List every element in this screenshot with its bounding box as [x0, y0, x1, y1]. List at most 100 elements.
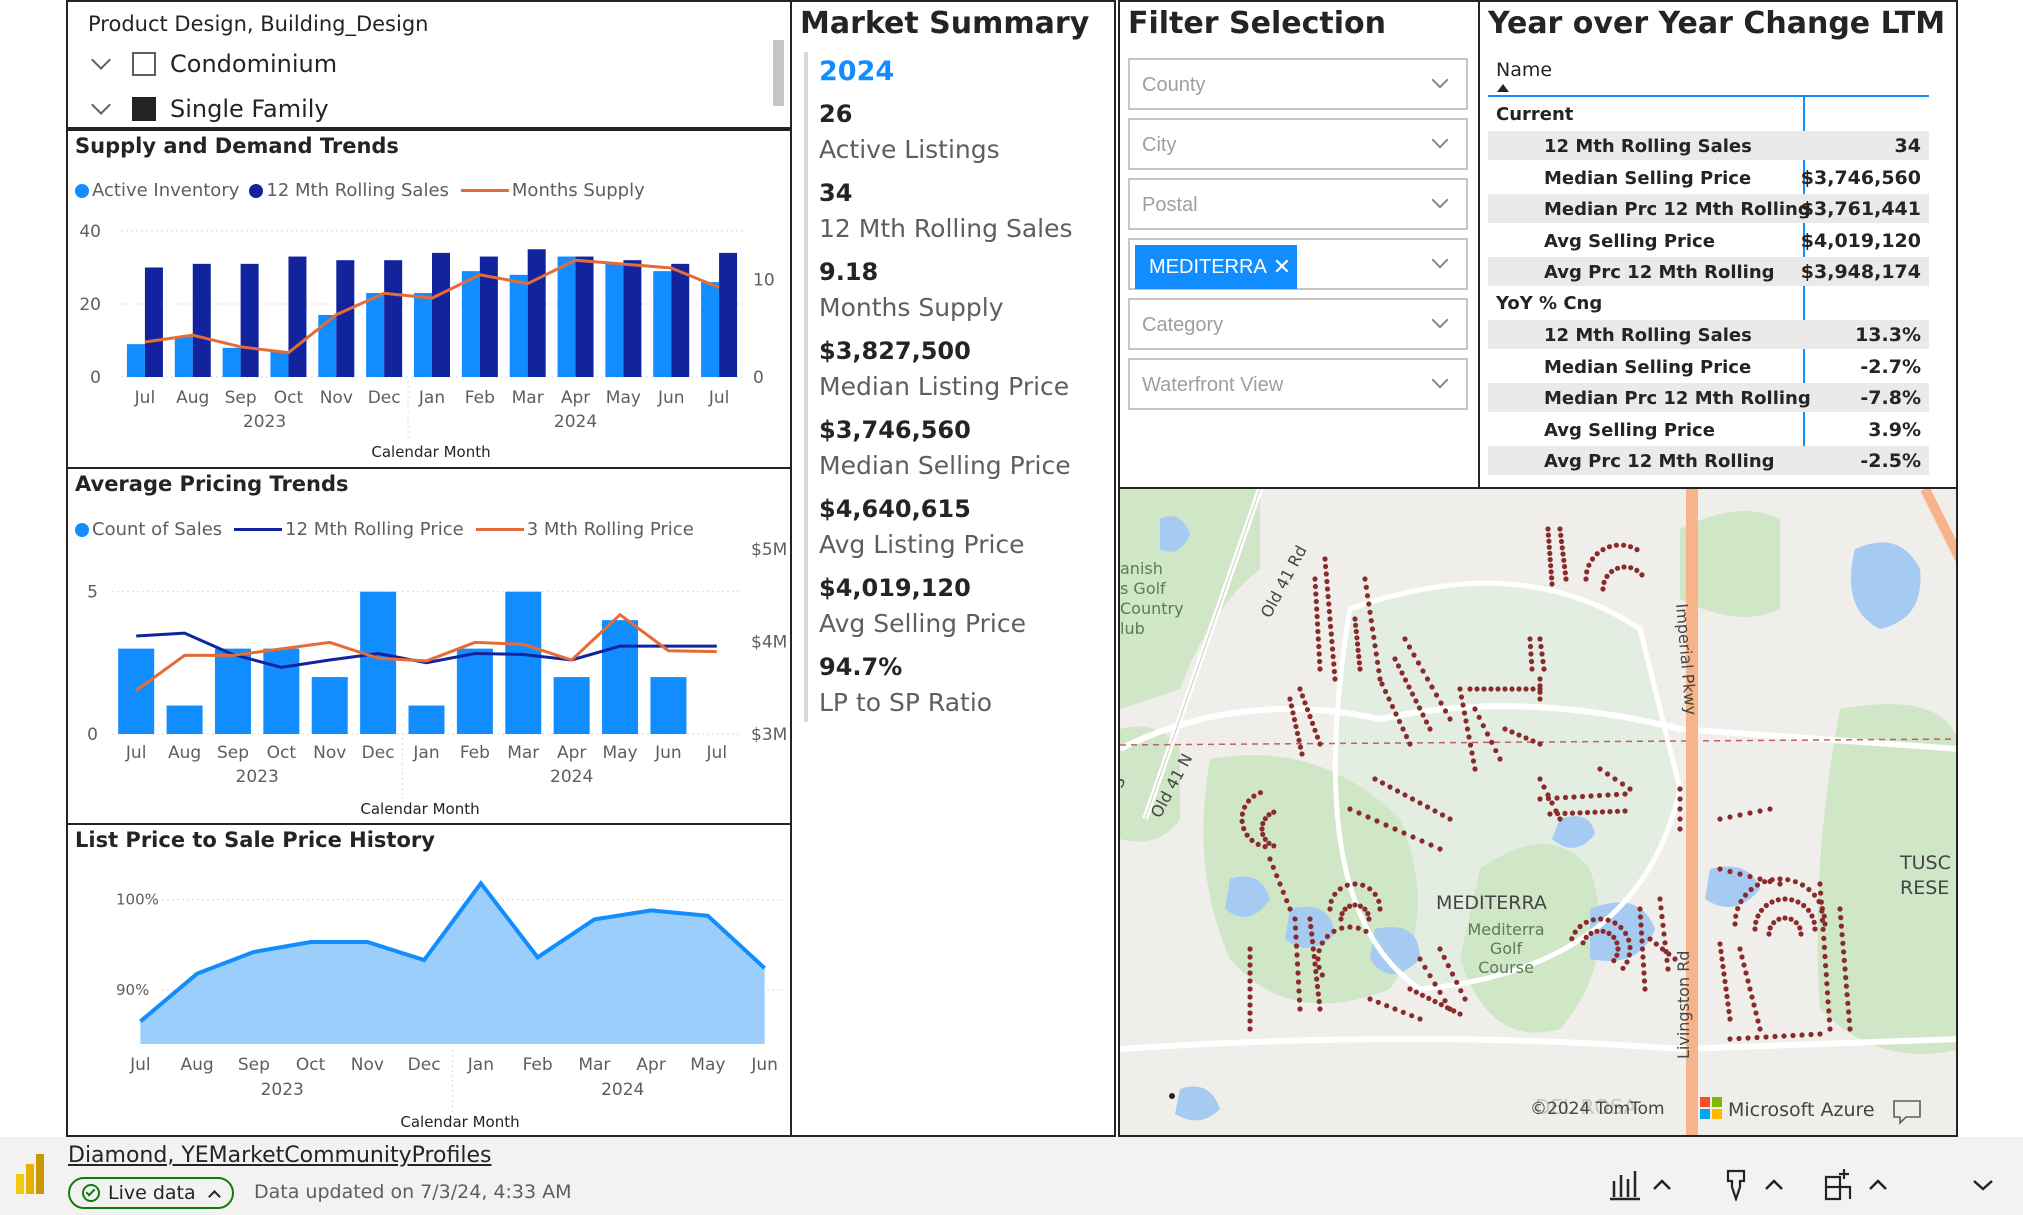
- table-row[interactable]: Median Selling Price $3,746,560: [1488, 163, 1929, 192]
- dropdown-placeholder: Category: [1142, 314, 1224, 336]
- row-name: Median Selling Price: [1544, 167, 1752, 189]
- map-panel[interactable]: MEDITERRA Mediterra Golf Course Old 41 R…: [1118, 487, 1958, 1137]
- slicer-scrollbar[interactable]: [773, 40, 784, 106]
- listing-marker: [1579, 793, 1586, 800]
- row-name: Median Prc 12 Mth Rolling: [1544, 199, 1811, 220]
- listing-marker: [1344, 882, 1350, 888]
- map-copyright: ©2024 TomTom: [1530, 1099, 1665, 1119]
- bar-rolling-sales: [384, 260, 403, 377]
- listing-marker: [1615, 946, 1621, 952]
- listing-marker: [1406, 644, 1413, 650]
- checkbox-condominium[interactable]: [132, 52, 156, 76]
- listing-marker: [1548, 563, 1554, 569]
- column-header-name[interactable]: Name: [1496, 59, 1553, 81]
- listing-marker: [1627, 786, 1633, 792]
- listing-marker: [1538, 643, 1544, 650]
- metric-label: Median Listing Price: [819, 372, 1070, 401]
- collapse-footer-button[interactable]: [1968, 1173, 1998, 1197]
- bar-count-of-sales: [602, 620, 639, 734]
- row-name: Avg Prc 12 Mth Rolling: [1544, 451, 1775, 472]
- listing-marker: [1745, 978, 1751, 984]
- bar-count-of-sales: [166, 705, 203, 734]
- postal-dropdown[interactable]: Postal: [1128, 178, 1468, 230]
- listing-marker: [1472, 766, 1478, 772]
- community-dropdown[interactable]: MEDITERRA ✕: [1128, 238, 1468, 290]
- listing-marker: [1782, 915, 1788, 921]
- listing-marker: [1846, 1017, 1852, 1024]
- listing-marker: [1793, 920, 1799, 926]
- metric-value: $3,746,560: [819, 416, 971, 444]
- listing-marker: [1366, 601, 1372, 607]
- row-value: 13.3%: [1855, 324, 1921, 346]
- close-icon[interactable]: ✕: [1272, 254, 1292, 279]
- listing-marker: [1394, 788, 1401, 794]
- bookmark-toolbar-button[interactable]: [1718, 1167, 1788, 1203]
- table-row[interactable]: 12 Mth Rolling Sales 34: [1488, 131, 1929, 160]
- city-dropdown[interactable]: City: [1128, 118, 1468, 170]
- y-tick-label: 20: [79, 295, 101, 315]
- feedback-icon[interactable]: [1893, 1100, 1921, 1125]
- checkbox-single-family[interactable]: [132, 97, 156, 121]
- listing-marker: [1447, 716, 1453, 722]
- summary-metric: 26 Active Listings: [819, 100, 1000, 164]
- map-road: [1120, 703, 1956, 752]
- sort-ascending-icon[interactable]: [1497, 84, 1509, 92]
- listing-marker: [1798, 931, 1804, 937]
- table-row[interactable]: Median Selling Price -2.7%: [1488, 352, 1929, 381]
- table-row[interactable]: Median Prc 12 Mth Rolling $3,761,441: [1488, 194, 1929, 223]
- x-tick-label: Sep: [238, 1055, 270, 1075]
- table-row[interactable]: 12 Mth Rolling Sales 13.3%: [1488, 320, 1929, 349]
- listing-marker: [1824, 990, 1831, 996]
- listing-marker: [1782, 896, 1788, 902]
- listing-marker: [1621, 542, 1627, 548]
- bar-rolling-sales: [575, 256, 594, 377]
- table-row[interactable]: Avg Selling Price 3.9%: [1488, 415, 1929, 444]
- listing-marker: [1441, 954, 1447, 960]
- report-name-link[interactable]: Diamond, YEMarketCommunityProfiles: [68, 1143, 492, 1168]
- lake: [1850, 542, 1921, 629]
- waterfront-dropdown[interactable]: Waterfront View: [1128, 358, 1468, 410]
- listing-marker: [1369, 626, 1376, 632]
- listing-marker: [1322, 556, 1328, 562]
- table-row[interactable]: Avg Prc 12 Mth Rolling $3,948,174: [1488, 257, 1929, 286]
- listing-marker: [1392, 656, 1398, 662]
- bar-rolling-sales: [623, 260, 642, 377]
- listing-marker: [1841, 957, 1847, 963]
- listing-marker: [1274, 873, 1280, 879]
- bar-active-inventory: [222, 347, 241, 377]
- selected-chip[interactable]: MEDITERRA ✕: [1135, 245, 1298, 289]
- chevron-down-icon[interactable]: [91, 50, 111, 70]
- map-canvas[interactable]: MEDITERRA Mediterra Golf Course Old 41 R…: [1120, 489, 1958, 1137]
- listing-marker: [1620, 965, 1626, 971]
- listing-marker: [1549, 800, 1555, 806]
- slicer-item-condominium[interactable]: Condominium: [90, 50, 337, 78]
- visual-toolbar-button[interactable]: [1606, 1167, 1676, 1201]
- row-value: -2.5%: [1860, 450, 1921, 472]
- x-tick-label: Mar: [507, 743, 539, 763]
- listing-marker: [1437, 946, 1443, 952]
- live-data-pill[interactable]: Live data: [68, 1177, 234, 1209]
- slicer-item-single-family[interactable]: Single Family: [90, 95, 329, 123]
- listing-marker: [1409, 796, 1416, 802]
- listing-marker: [1627, 944, 1633, 951]
- listing-marker: [1307, 916, 1313, 922]
- table-row[interactable]: Avg Prc 12 Mth Rolling -2.5%: [1488, 446, 1929, 475]
- chevron-down-icon[interactable]: [91, 95, 111, 115]
- listing-marker: [1736, 1035, 1742, 1042]
- map-point: [1169, 1093, 1175, 1099]
- slicer-item-label: Condominium: [170, 50, 338, 78]
- listing-marker: [1354, 635, 1360, 641]
- table-row[interactable]: Avg Selling Price $4,019,120: [1488, 226, 1929, 255]
- listing-marker: [1509, 686, 1515, 692]
- listing-marker: [1445, 963, 1451, 969]
- listing-markers[interactable]: [1239, 526, 1853, 1042]
- listing-marker: [1747, 810, 1753, 816]
- category-dropdown[interactable]: Category: [1128, 298, 1468, 350]
- county-dropdown[interactable]: County: [1128, 58, 1468, 110]
- table-row[interactable]: Median Prc 12 Mth Rolling -7.8%: [1488, 383, 1929, 412]
- listing-marker: [1355, 925, 1361, 931]
- listing-marker: [1767, 925, 1773, 931]
- listing-marker: [1537, 796, 1543, 802]
- pages-toolbar-button[interactable]: [1822, 1167, 1892, 1201]
- metric-value: 34: [819, 179, 853, 207]
